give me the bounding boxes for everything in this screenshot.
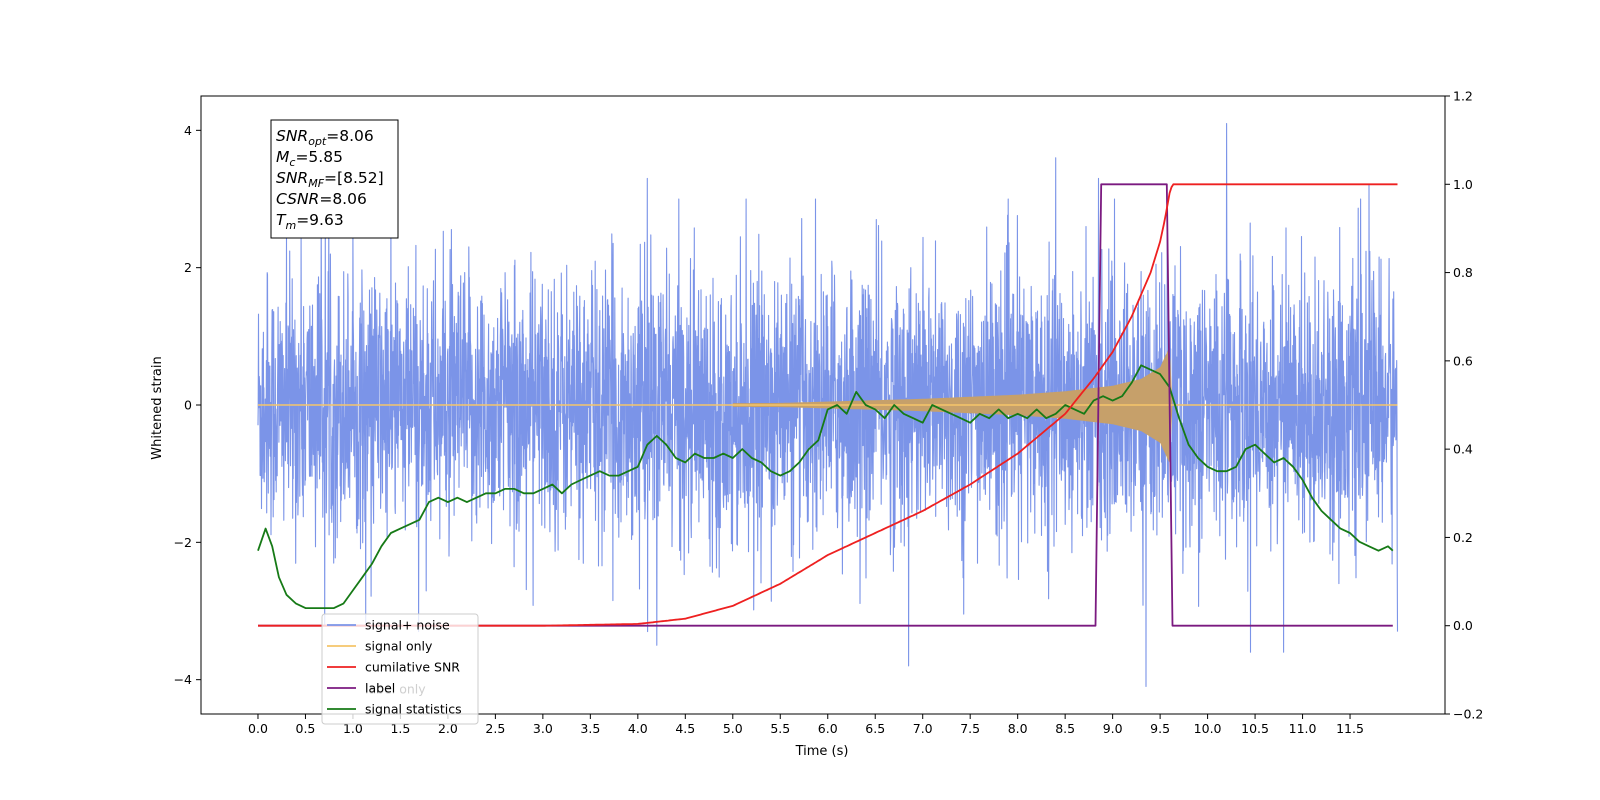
y-tick-label: 4 (184, 123, 192, 138)
y-axis-label: Whitened strain (150, 356, 165, 459)
x-tick-label: 11.0 (1289, 721, 1317, 736)
x-tick-label: 2.5 (485, 721, 505, 736)
y-tick-label: −4 (174, 672, 192, 687)
annotation-line: Mc=5.85 (276, 148, 343, 169)
annotation-line: CSNR=8.06 (276, 190, 367, 208)
legend: label only signal+ noise signal only cumila… (321, 613, 479, 725)
label-trace (258, 183, 1393, 627)
y-tick-label: −2 (174, 535, 192, 550)
x-tick-label: 8.0 (1008, 721, 1028, 736)
legend-entry: signal only (365, 639, 433, 654)
y2-tick-label: 0.0 (1453, 618, 1473, 633)
x-tick-label: 0.0 (248, 721, 268, 736)
signal-plus-noise-trace (257, 122, 1399, 688)
x-axis-label: Time (s) (795, 744, 849, 759)
x-tick-label: 11.5 (1336, 721, 1364, 736)
y2-tick-label: 0.2 (1453, 530, 1473, 545)
x-tick-label: 2.0 (438, 721, 458, 736)
x-tick-label: 6.5 (865, 721, 885, 736)
y-tick-label: 0 (184, 398, 192, 413)
x-tick-label: 1.5 (390, 721, 410, 736)
label-line (258, 183, 1393, 627)
legend-entry: label (365, 681, 395, 696)
x-tick-label: 8.5 (1055, 721, 1075, 736)
y-tick-label: 2 (184, 260, 192, 275)
x-tick-label: 7.0 (913, 721, 933, 736)
y2-tick-label: 0.4 (1453, 442, 1473, 457)
x-tick-label: 1.0 (343, 721, 363, 736)
y2-tick-label: −0.2 (1453, 707, 1483, 722)
x-axis: 0.0 0.5 1.0 1.5 2.0 2.5 3.0 3.5 4.0 4.5 5.0 5.5 6.0 6… (248, 714, 1364, 736)
legend-entry: cumilative SNR (365, 660, 460, 675)
x-tick-label: 5.0 (723, 721, 743, 736)
legend-entry-ghost: label only (365, 682, 426, 697)
x-tick-label: 9.5 (1150, 721, 1170, 736)
x-tick-label: 7.5 (960, 721, 980, 736)
x-tick-label: 6.0 (818, 721, 838, 736)
y-axis-right: −0.2 0.0 0.2 0.4 0.6 0.8 1.0 1.2 (1445, 89, 1483, 722)
x-tick-label: 3.5 (580, 721, 600, 736)
x-tick-label: 0.5 (296, 721, 316, 736)
x-tick-label: 9.0 (1103, 721, 1123, 736)
y-axis-left: −4 −2 0 2 4 (174, 123, 201, 687)
x-tick-label: 10.5 (1241, 721, 1269, 736)
legend-box (321, 613, 479, 725)
signal-plus-noise-line (257, 122, 1399, 688)
x-tick-label: 3.0 (533, 721, 553, 736)
x-tick-label: 5.5 (770, 721, 790, 736)
signal-statistics-trace (257, 364, 1394, 609)
y2-tick-label: 1.2 (1453, 89, 1473, 104)
x-tick-label: 4.0 (628, 721, 648, 736)
y2-tick-label: 1.0 (1453, 177, 1473, 192)
annotation-line: Tm=9.63 (276, 211, 344, 232)
legend-entry: signal statistics (365, 702, 462, 717)
legend-entry: signal+ noise (365, 618, 450, 633)
annotation-line: SNRopt=8.06 (276, 127, 374, 148)
y2-tick-label: 0.8 (1453, 265, 1473, 280)
x-tick-label: 10.0 (1194, 721, 1222, 736)
annotation-border (270, 119, 399, 239)
signal-only-trace (257, 347, 1398, 463)
y2-tick-label: 0.6 (1453, 353, 1473, 368)
annotation-line: SNRMF=[8.52] (276, 169, 384, 190)
x-tick-label: 4.5 (675, 721, 695, 736)
signal-statistics-line (257, 364, 1394, 609)
